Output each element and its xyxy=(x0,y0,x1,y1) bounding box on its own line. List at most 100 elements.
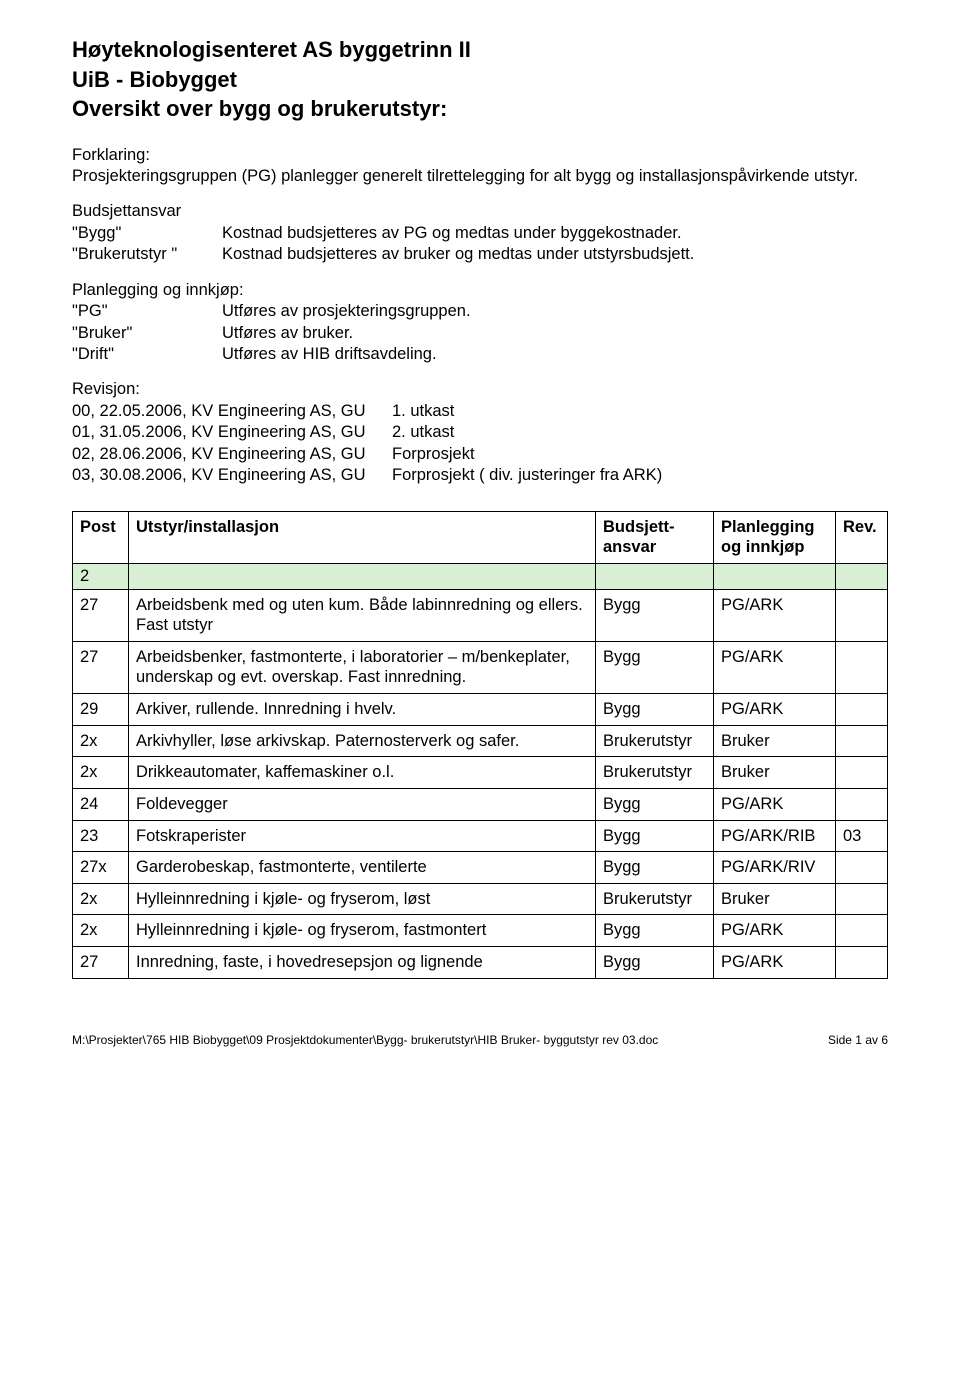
table-row: 2xArkivhyller, løse arkivskap. Paternost… xyxy=(73,725,888,757)
cell-item: Foldevegger xyxy=(129,788,596,820)
revisjon-desc: 2. utkast xyxy=(392,422,888,443)
table-row: 23FotskraperisterByggPG/ARK/RIB03 xyxy=(73,820,888,852)
planlegging-label: Planlegging og innkjøp: xyxy=(72,280,888,301)
revisjon-date: 00, 22.05.2006, KV Engineering AS, GU xyxy=(72,401,392,422)
cell-plan: PG/ARK xyxy=(714,589,836,641)
cell-rev xyxy=(836,694,888,726)
cell-rev xyxy=(836,883,888,915)
revisjon-label: Revisjon: xyxy=(72,379,888,400)
cell-post: 27 xyxy=(73,641,129,693)
table-row: 27Arbeidsbenk med og uten kum. Både labi… xyxy=(73,589,888,641)
cell-item: Arkiver, rullende. Innredning i hvelv. xyxy=(129,694,596,726)
planlegging-row: "PG" Utføres av prosjekteringsgruppen. xyxy=(72,301,888,322)
planlegging-row: "Bruker" Utføres av bruker. xyxy=(72,323,888,344)
th-item: Utstyr/installasjon xyxy=(129,511,596,563)
budsjett-row: "Bygg" Kostnad budsjetteres av PG og med… xyxy=(72,223,888,244)
revisjon-row: 03, 30.08.2006, KV Engineering AS, GU Fo… xyxy=(72,465,888,486)
table-section-row: 2 xyxy=(73,563,888,589)
section-cell xyxy=(596,563,714,589)
cell-plan: PG/ARK xyxy=(714,915,836,947)
cell-rev xyxy=(836,788,888,820)
table-row: 2xHylleinnredning i kjøle- og fryserom, … xyxy=(73,883,888,915)
cell-plan: PG/ARK xyxy=(714,694,836,726)
cell-post: 29 xyxy=(73,694,129,726)
cell-rev xyxy=(836,589,888,641)
cell-post: 2x xyxy=(73,725,129,757)
cell-rev: 03 xyxy=(836,820,888,852)
planlegging-val: Utføres av prosjekteringsgruppen. xyxy=(222,301,888,322)
cell-post: 27x xyxy=(73,852,129,884)
budsjett-label: Budsjettansvar xyxy=(72,201,888,222)
planlegging-key: "PG" xyxy=(72,301,222,322)
budsjett-val: Kostnad budsjetteres av PG og medtas und… xyxy=(222,223,888,244)
cell-rev xyxy=(836,915,888,947)
cell-plan: Bruker xyxy=(714,883,836,915)
cell-post: 2x xyxy=(73,757,129,789)
revisjon-date: 01, 31.05.2006, KV Engineering AS, GU xyxy=(72,422,392,443)
equipment-table: Post Utstyr/installasjon Budsjett-ansvar… xyxy=(72,511,888,979)
planlegging-block: Planlegging og innkjøp: "PG" Utføres av … xyxy=(72,280,888,366)
cell-item: Garderobeskap, fastmonterte, ventilerte xyxy=(129,852,596,884)
section-cell xyxy=(714,563,836,589)
cell-rev xyxy=(836,641,888,693)
footer-page: Side 1 av 6 xyxy=(828,1033,888,1047)
planlegging-val: Utføres av HIB driftsavdeling. xyxy=(222,344,888,365)
revisjon-date: 02, 28.06.2006, KV Engineering AS, GU xyxy=(72,444,392,465)
footer-path: M:\Prosjekter\765 HIB Biobygget\09 Prosj… xyxy=(72,1033,658,1047)
cell-post: 2x xyxy=(73,883,129,915)
budsjett-block: Budsjettansvar "Bygg" Kostnad budsjetter… xyxy=(72,201,888,265)
cell-plan: PG/ARK xyxy=(714,947,836,979)
cell-item: Arbeidsbenk med og uten kum. Både labinn… xyxy=(129,589,596,641)
th-post: Post xyxy=(73,511,129,563)
cell-post: 2x xyxy=(73,915,129,947)
table-header-row: Post Utstyr/installasjon Budsjett-ansvar… xyxy=(73,511,888,563)
revisjon-row: 01, 31.05.2006, KV Engineering AS, GU 2.… xyxy=(72,422,888,443)
revisjon-desc: Forprosjekt ( div. justeringer fra ARK) xyxy=(392,465,888,486)
doc-title-line2: UiB - Biobygget xyxy=(72,66,888,94)
budsjett-row: "Brukerutstyr " Kostnad budsjetteres av … xyxy=(72,244,888,265)
cell-post: 23 xyxy=(73,820,129,852)
cell-item: Innredning, faste, i hovedresepsjon og l… xyxy=(129,947,596,979)
cell-budget: Brukerutstyr xyxy=(596,883,714,915)
revisjon-desc: 1. utkast xyxy=(392,401,888,422)
cell-item: Arbeidsbenker, fastmonterte, i laborator… xyxy=(129,641,596,693)
table-body: 2 27Arbeidsbenk med og uten kum. Både la… xyxy=(73,563,888,978)
th-plan: Planlegging og innkjøp xyxy=(714,511,836,563)
cell-post: 24 xyxy=(73,788,129,820)
section-cell-post: 2 xyxy=(73,563,129,589)
cell-rev xyxy=(836,947,888,979)
cell-budget: Bygg xyxy=(596,589,714,641)
table-row: 27Innredning, faste, i hovedresepsjon og… xyxy=(73,947,888,979)
cell-budget: Bygg xyxy=(596,915,714,947)
budsjett-key: "Brukerutstyr " xyxy=(72,244,222,265)
planlegging-key: "Bruker" xyxy=(72,323,222,344)
cell-plan: PG/ARK xyxy=(714,641,836,693)
planlegging-key: "Drift" xyxy=(72,344,222,365)
cell-budget: Bygg xyxy=(596,641,714,693)
cell-item: Drikkeautomater, kaffemaskiner o.l. xyxy=(129,757,596,789)
table-row: 29Arkiver, rullende. Innredning i hvelv.… xyxy=(73,694,888,726)
revisjon-block: Revisjon: 00, 22.05.2006, KV Engineering… xyxy=(72,379,888,486)
cell-budget: Brukerutstyr xyxy=(596,725,714,757)
revisjon-desc: Forprosjekt xyxy=(392,444,888,465)
planlegging-row: "Drift" Utføres av HIB driftsavdeling. xyxy=(72,344,888,365)
forklaring-label: Forklaring: xyxy=(72,145,888,166)
cell-item: Arkivhyller, løse arkivskap. Paternoster… xyxy=(129,725,596,757)
table-row: 27xGarderobeskap, fastmonterte, ventiler… xyxy=(73,852,888,884)
cell-budget: Bygg xyxy=(596,947,714,979)
table-row: 27Arbeidsbenker, fastmonterte, i laborat… xyxy=(73,641,888,693)
cell-plan: Bruker xyxy=(714,725,836,757)
section-cell xyxy=(129,563,596,589)
revisjon-row: 00, 22.05.2006, KV Engineering AS, GU 1.… xyxy=(72,401,888,422)
cell-post: 27 xyxy=(73,589,129,641)
th-rev: Rev. xyxy=(836,511,888,563)
cell-post: 27 xyxy=(73,947,129,979)
table-row: 2xDrikkeautomater, kaffemaskiner o.l.Bru… xyxy=(73,757,888,789)
table-row: 2xHylleinnredning i kjøle- og fryserom, … xyxy=(73,915,888,947)
doc-title-line1: Høyteknologisenteret AS byggetrinn II xyxy=(72,36,888,64)
cell-budget: Brukerutstyr xyxy=(596,757,714,789)
forklaring-text: Prosjekteringsgruppen (PG) planlegger ge… xyxy=(72,166,888,187)
cell-plan: Bruker xyxy=(714,757,836,789)
forklaring-block: Forklaring: Prosjekteringsgruppen (PG) p… xyxy=(72,145,888,188)
cell-item: Hylleinnredning i kjøle- og fryserom, lø… xyxy=(129,883,596,915)
